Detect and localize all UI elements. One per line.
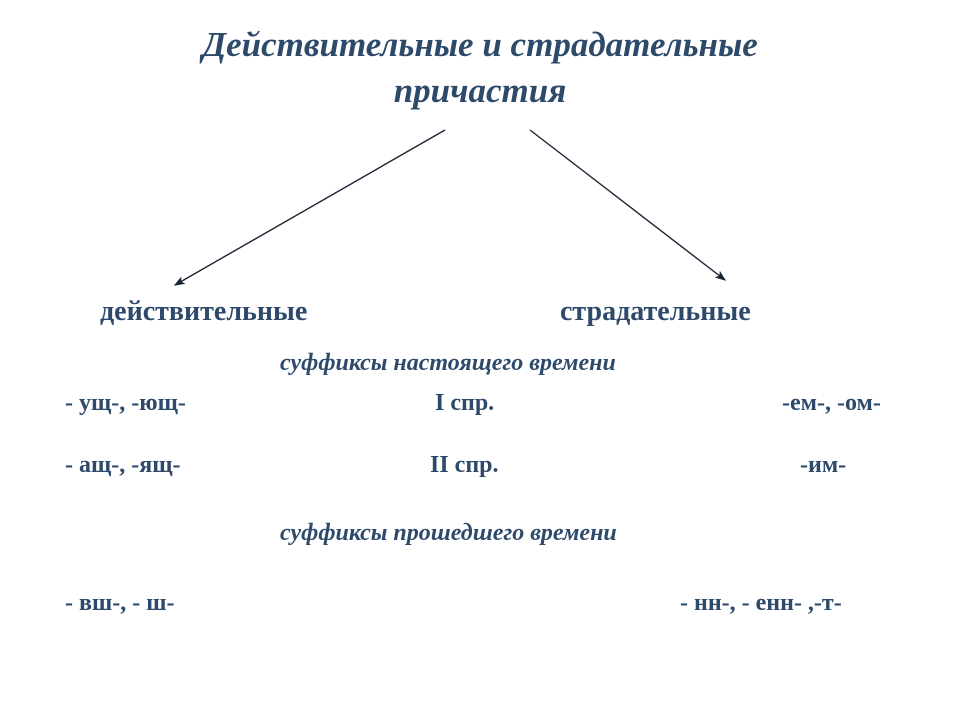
arrow-left — [175, 130, 445, 285]
section-past-header: суффиксы прошедшего времени — [280, 520, 617, 547]
slide: Действительные и страдательные причастия… — [0, 0, 960, 720]
title-line-2: причастия — [394, 71, 567, 110]
title-line-1: Действительные и страдательные — [202, 25, 758, 64]
right-present-suffix-1: -ем-, -ом- — [782, 390, 881, 417]
right-past-suffix: - нн-, - енн- ,-т- — [680, 590, 842, 617]
section-present-header: суффиксы настоящего времени — [280, 350, 616, 377]
left-present-suffix-2: - ащ-, -ящ- — [65, 452, 180, 479]
arrow-right — [530, 130, 725, 280]
right-branch-label: страдательные — [560, 296, 751, 328]
right-present-suffix-2: -им- — [800, 452, 846, 479]
left-branch-label: действительные — [100, 296, 307, 328]
title: Действительные и страдательные причастия — [0, 22, 960, 113]
conjugation-2: II спр. — [430, 452, 499, 479]
left-past-suffix: - вш-, - ш- — [65, 590, 174, 617]
left-present-suffix-1: - ущ-, -ющ- — [65, 390, 186, 417]
conjugation-1: I спр. — [435, 390, 494, 417]
